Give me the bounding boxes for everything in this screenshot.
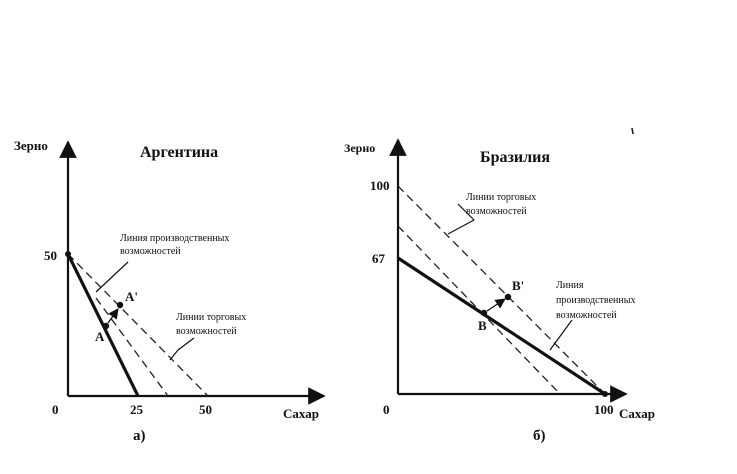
x-tick-50-a: 50 — [199, 402, 212, 417]
point-b-marker — [480, 309, 488, 317]
point-a-prime-marker — [116, 301, 124, 309]
panel-brazil: Зерно Бразилия 100 67 0 100 Сахар Линии … — [344, 138, 655, 444]
point-b-prime-label: B' — [512, 278, 524, 293]
caption-a: а) — [133, 428, 146, 444]
y-tick-67-b: 67 — [372, 251, 386, 266]
tpf-pointer-b-1 — [447, 219, 475, 235]
trade-line-a-1 — [67, 253, 209, 397]
y-axis-label-a: Зерно — [14, 138, 48, 153]
ppf-label-b-line2: производственных — [556, 295, 635, 306]
ppf-label-b-line3: возможностей — [556, 310, 617, 321]
point-a-label: A — [95, 329, 105, 344]
point-b-prime-marker — [504, 293, 512, 301]
origin-a: 0 — [52, 402, 59, 417]
caption-b: б) — [533, 428, 546, 444]
trade-line-a-2 — [95, 297, 169, 397]
ppf-label-b-line1: Линия — [556, 280, 584, 291]
ppf-label-a-line2: возможностей — [120, 246, 181, 257]
point-b-label: B — [478, 318, 487, 333]
y-tick-100-b: 100 — [370, 178, 390, 193]
tpf-pointer-a-2 — [169, 349, 179, 361]
stray-mark — [631, 127, 634, 135]
trade-line-b-1 — [397, 185, 606, 395]
tpf-label-a-line1: Линии торговых — [176, 312, 246, 323]
tpf-pointer-b-2 — [457, 203, 475, 221]
arrow-a-to-a-prime — [107, 308, 119, 324]
ppf-pointer-b — [549, 319, 573, 351]
arrow-b-to-b-prime — [486, 298, 506, 312]
intercept-point-a — [65, 251, 71, 257]
x-tick-25-a: 25 — [130, 402, 144, 417]
panel-argentina: Зерно Аргентина 50 0 25 50 Сахар Линия п… — [14, 138, 326, 444]
title-brazil: Бразилия — [480, 149, 550, 166]
ppf-line-b — [397, 256, 606, 396]
ppf-pointer-a — [95, 261, 129, 293]
y-tick-50-a: 50 — [44, 248, 57, 263]
y-axis-label-b: Зерно — [344, 141, 375, 155]
tpf-label-b-line1: Линии торговых — [466, 192, 536, 203]
tpf-pointer-a-1 — [177, 337, 195, 351]
ppf-label-a-line1: Линия производственных — [120, 233, 229, 244]
origin-b: 0 — [383, 402, 390, 417]
point-a-marker — [102, 322, 110, 330]
x-axis-label-a: Сахар — [283, 406, 319, 421]
point-a-prime-label: A' — [125, 289, 138, 304]
x-tick-100-b: 100 — [594, 402, 614, 417]
intercept-point-b — [602, 391, 608, 397]
x-axis-label-b: Сахар — [619, 406, 655, 421]
tpf-label-a-line2: возможностей — [176, 326, 237, 337]
title-argentina: Аргентина — [140, 144, 218, 161]
tpf-label-b-line2: возможностей — [466, 206, 527, 217]
